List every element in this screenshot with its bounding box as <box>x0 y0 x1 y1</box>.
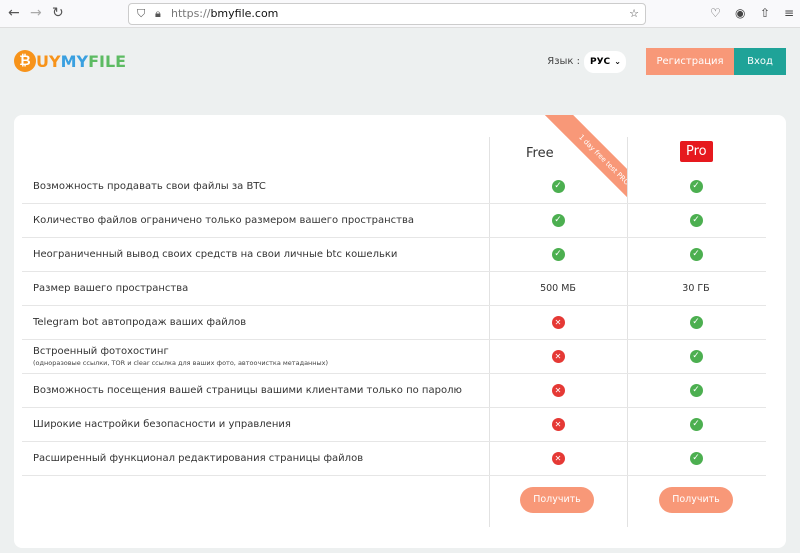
feature-label: Возможность продавать свои файлы за BTC <box>33 181 266 192</box>
address-bar[interactable]: ⛉ 🔒︎ https://bmyfile.com ☆ <box>128 3 646 25</box>
register-button[interactable]: Регистрация <box>646 48 734 75</box>
cross-icon: ✕ <box>551 418 565 431</box>
divider <box>489 137 490 527</box>
plan-free-title: Free <box>526 146 554 161</box>
login-button[interactable]: Вход <box>734 48 786 75</box>
logo-text-file: FILE <box>88 51 127 71</box>
lock-icon: 🔒︎ <box>155 7 161 20</box>
language-value: РУС <box>590 57 611 67</box>
forward-icon[interactable]: → <box>30 5 42 21</box>
pocket-icon[interactable]: ♡ <box>710 6 721 20</box>
cross-icon: ✕ <box>551 384 565 397</box>
feature-row: Широкие настройки безопасности и управле… <box>22 408 766 442</box>
feature-label: Неограниченный вывод своих средств на св… <box>33 249 398 260</box>
check-icon: ✓ <box>551 248 565 261</box>
feature-row: Возможность продавать свои файлы за BTC ✓… <box>22 170 766 204</box>
reload-icon[interactable]: ↻ <box>52 5 64 21</box>
logo-text-uy: UY <box>36 51 61 71</box>
feature-row: Неограниченный вывод своих средств на св… <box>22 238 766 272</box>
check-icon: ✓ <box>689 418 703 431</box>
feature-label: Расширенный функционал редактирования ст… <box>33 453 364 464</box>
feature-label: Возможность посещения вашей страницы ваш… <box>33 385 462 396</box>
check-icon: ✓ <box>689 316 703 329</box>
get-pro-button[interactable]: Получить <box>659 487 733 513</box>
check-icon: ✓ <box>689 180 703 193</box>
logo-text-my: MY <box>60 51 89 71</box>
feature-row: Встроенный фотохостинг (одноразовые ссылк… <box>22 340 766 374</box>
language-label: Язык : <box>547 56 580 67</box>
logo[interactable]: ₿ UY MY FILE <box>14 50 126 72</box>
feature-label: Размер вашего пространства <box>33 283 189 294</box>
check-icon: ✓ <box>689 214 703 227</box>
free-value: 500 МБ <box>540 283 576 294</box>
chevron-down-icon: ⌄ <box>614 57 621 66</box>
feature-row: Количество файлов ограничено только разм… <box>22 204 766 238</box>
feature-label: Количество файлов ограничено только разм… <box>33 215 415 226</box>
shield-icon: ⛉ <box>137 7 146 20</box>
feature-label: Telegram bot автопродаж ваших файлов <box>33 317 247 328</box>
plan-pro-badge: Pro <box>680 141 713 162</box>
url-domain: bmyfile.com <box>210 7 279 20</box>
feature-label: Широкие настройки безопасности и управле… <box>33 419 291 430</box>
url-prefix: https:// <box>171 7 211 20</box>
language-select[interactable]: РУС ⌄ <box>584 51 626 73</box>
pro-value: 30 ГБ <box>682 283 710 294</box>
feature-row: Возможность посещения вашей страницы ваш… <box>22 374 766 408</box>
feature-row: Размер вашего пространства 500 МБ 30 ГБ <box>22 272 766 306</box>
divider <box>627 137 628 527</box>
account-icon[interactable]: ◉ <box>735 6 746 20</box>
pricing-card: Free 1 day free test PRO Pro Возможность… <box>14 115 786 548</box>
feature-row: Telegram bot автопродаж ваших файлов ✕ ✓ <box>22 306 766 340</box>
bitcoin-icon: ₿ <box>14 50 36 72</box>
cross-icon: ✕ <box>551 316 565 329</box>
check-icon: ✓ <box>689 350 703 363</box>
feature-note: (одноразовые ссылки, TOR и clear ссылка … <box>33 359 329 367</box>
feature-row: Расширенный функционал редактирования ст… <box>22 442 766 476</box>
get-free-button[interactable]: Получить <box>520 487 594 513</box>
menu-icon[interactable]: ≡ <box>784 6 795 20</box>
check-icon: ✓ <box>551 180 565 193</box>
check-icon: ✓ <box>551 214 565 227</box>
bookmark-star-icon[interactable]: ☆ <box>629 7 639 20</box>
check-icon: ✓ <box>689 384 703 397</box>
browser-toolbar: ← → ↻ ⛉ 🔒︎ https://bmyfile.com ☆ ♡ ◉ ⇧ ≡ <box>0 0 800 28</box>
feature-label: Встроенный фотохостинг <box>33 346 169 357</box>
cross-icon: ✕ <box>551 452 565 465</box>
back-icon[interactable]: ← <box>8 5 20 21</box>
check-icon: ✓ <box>689 248 703 261</box>
check-icon: ✓ <box>689 452 703 465</box>
cross-icon: ✕ <box>551 350 565 363</box>
extensions-icon[interactable]: ⇧ <box>760 6 771 20</box>
